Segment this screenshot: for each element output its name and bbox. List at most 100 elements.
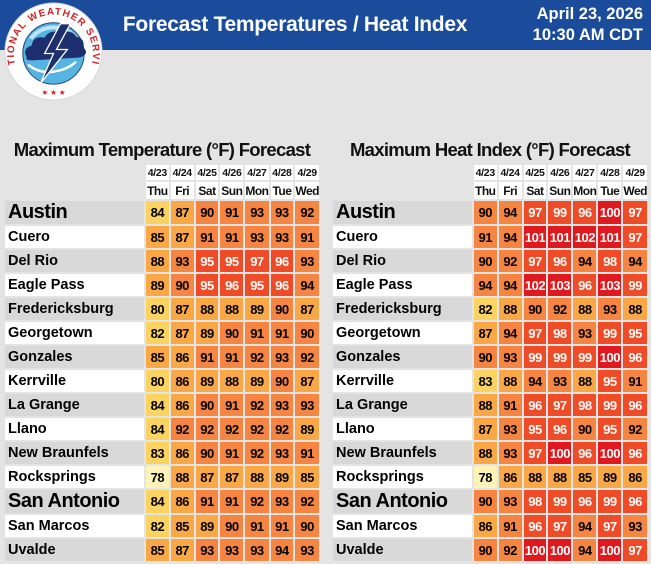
value-cell: 98 (523, 490, 547, 513)
value-cell: 88 (573, 298, 597, 320)
value-cell: 96 (523, 394, 547, 416)
value-cell: 97 (598, 515, 622, 537)
page-title: Forecast Temperatures / Heat Index (122, 13, 468, 36)
value-cell: 92 (245, 442, 269, 464)
value-cell: 97 (523, 201, 547, 224)
value-cell: 92 (295, 346, 319, 368)
value-cell: 96 (623, 346, 647, 368)
city-label: San Antonio (333, 490, 472, 513)
value-cell: 90 (523, 298, 547, 320)
column-date-header: 4/25 (195, 165, 219, 180)
column-date-header: 4/29 (623, 165, 647, 180)
city-label: La Grange (333, 394, 472, 416)
nws-logo: NATIONAL WEATHER SERVICE ★ ★ ★ (4, 2, 103, 101)
value-cell: 96 (523, 515, 547, 537)
max-temp-table: 4/23 4/24 4/25 4/26 4/27 4/28 4/29 Thu Fri Sat Sun… (3, 163, 321, 563)
value-cell: 94 (573, 515, 597, 537)
value-cell: 88 (245, 466, 269, 488)
value-cell: 88 (498, 298, 522, 320)
table-row: Uvalde 90 92 100 100 94 100 97 (333, 539, 647, 561)
table-row: Kerrville 83 88 94 93 88 95 91 (333, 370, 647, 392)
value-cell: 102 (573, 226, 597, 248)
value-cell: 97 (523, 442, 547, 464)
column-day-header: Tue (270, 182, 294, 199)
value-cell: 93 (270, 394, 294, 416)
column-day-header: Sun (548, 182, 572, 199)
table-row: Rocksprings 78 86 88 88 85 89 86 (333, 466, 647, 488)
value-cell: 90 (270, 370, 294, 392)
city-label: San Marcos (5, 515, 144, 537)
column-date-header: 4/24 (170, 165, 194, 180)
table-row: Georgetown 82 87 89 90 91 91 90 (5, 322, 319, 344)
value-cell: 95 (598, 418, 622, 440)
city-label: Cuero (333, 226, 472, 248)
column-date-header: 4/27 (573, 165, 597, 180)
value-cell: 96 (573, 201, 597, 224)
value-cell: 103 (598, 274, 622, 296)
city-label: Uvalde (333, 539, 472, 561)
value-cell: 88 (498, 370, 522, 392)
value-cell: 102 (523, 274, 547, 296)
city-label: Fredericksburg (333, 298, 472, 320)
value-cell: 96 (220, 274, 244, 296)
value-cell: 94 (498, 322, 522, 344)
value-cell: 95 (195, 274, 219, 296)
city-label: Fredericksburg (5, 298, 144, 320)
value-cell: 91 (195, 226, 219, 248)
table-row: La Grange 88 91 96 97 98 99 96 (333, 394, 647, 416)
city-label: Rocksprings (333, 466, 472, 488)
value-cell: 82 (145, 515, 169, 537)
value-cell: 92 (270, 418, 294, 440)
value-cell: 78 (473, 466, 497, 488)
value-cell: 94 (573, 250, 597, 272)
value-cell: 89 (295, 418, 319, 440)
value-cell: 91 (220, 394, 244, 416)
value-cell: 90 (195, 442, 219, 464)
city-label: Austin (333, 201, 472, 224)
value-cell: 89 (145, 274, 169, 296)
table-row: San Antonio 90 93 98 99 96 99 96 (333, 490, 647, 513)
city-label: Rocksprings (5, 466, 144, 488)
table-row: New Braunfels 88 93 97 100 96 100 96 (333, 442, 647, 464)
value-cell: 95 (523, 418, 547, 440)
value-cell: 87 (295, 370, 319, 392)
city-label: Gonzales (333, 346, 472, 368)
value-cell: 85 (573, 466, 597, 488)
value-cell: 94 (270, 539, 294, 561)
value-cell: 93 (295, 539, 319, 561)
value-cell: 84 (145, 394, 169, 416)
value-cell: 92 (245, 346, 269, 368)
value-cell: 88 (220, 298, 244, 320)
city-label: San Marcos (333, 515, 472, 537)
value-cell: 99 (598, 394, 622, 416)
table-row: Austin 84 87 90 91 93 93 92 (5, 201, 319, 224)
column-date-header: 4/26 (220, 165, 244, 180)
value-cell: 80 (145, 370, 169, 392)
heat-index-title: Maximum Heat Index (°F) Forecast (349, 139, 631, 160)
city-label: Kerrville (333, 370, 472, 392)
value-cell: 85 (145, 539, 169, 561)
column-day-header: Thu (473, 182, 497, 199)
value-cell: 96 (573, 274, 597, 296)
column-day-header: Tue (598, 182, 622, 199)
column-day-header: Fri (498, 182, 522, 199)
heat-index-table: 4/23 4/24 4/25 4/26 4/27 4/28 4/29 Thu Fri Sat Sun… (331, 163, 649, 563)
value-cell: 91 (295, 226, 319, 248)
value-cell: 93 (573, 322, 597, 344)
value-cell: 98 (548, 322, 572, 344)
value-cell: 90 (573, 418, 597, 440)
value-cell: 94 (473, 274, 497, 296)
table-row: Eagle Pass 94 94 102 103 96 103 99 (333, 274, 647, 296)
value-cell: 87 (473, 322, 497, 344)
value-cell: 94 (498, 226, 522, 248)
value-cell: 95 (623, 322, 647, 344)
value-cell: 88 (473, 442, 497, 464)
value-cell: 94 (523, 370, 547, 392)
value-cell: 88 (220, 370, 244, 392)
value-cell: 96 (548, 250, 572, 272)
value-cell: 87 (220, 466, 244, 488)
table-row: Gonzales 85 86 91 91 92 93 92 (5, 346, 319, 368)
value-cell: 96 (623, 394, 647, 416)
value-cell: 96 (623, 490, 647, 513)
value-cell: 96 (270, 250, 294, 272)
